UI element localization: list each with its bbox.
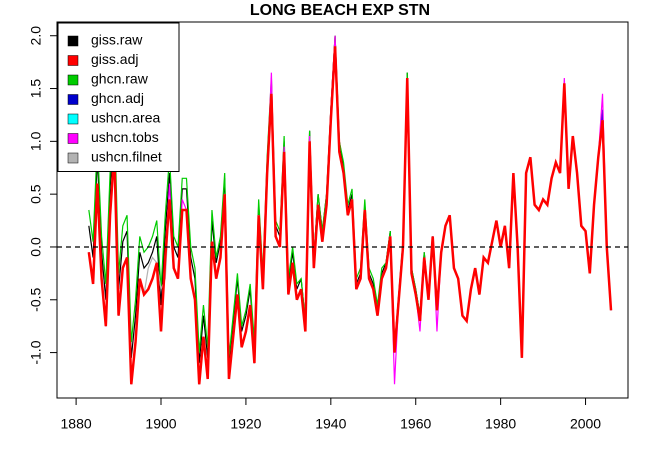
legend-label: giss.raw — [91, 32, 143, 48]
x-tick-label: 2000 — [570, 416, 601, 432]
x-tick-label: 1940 — [315, 416, 346, 432]
legend-label: ushcn.tobs — [91, 129, 159, 145]
legend: giss.raw giss.adj ghcn.raw ghcn.adj ushcn.ar… — [57, 22, 180, 172]
x-tick-label: 1880 — [61, 416, 92, 432]
y-tick-label: 1.0 — [28, 131, 44, 151]
legend-swatch — [67, 55, 79, 66]
x-tick-label: 1920 — [230, 416, 261, 432]
series-line — [87, 46, 613, 385]
legend-swatch — [67, 113, 79, 125]
legend-swatch — [67, 74, 79, 86]
legend-label: ghcn.adj — [91, 90, 144, 106]
y-tick-label: 1.5 — [28, 79, 44, 99]
legend-label: ushcn.filnet — [91, 149, 162, 165]
y-tick-label: 0.0 — [28, 237, 44, 257]
y-tick-label: -0.5 — [28, 287, 44, 311]
y-tick-label: -1.0 — [28, 340, 44, 364]
legend-swatch — [67, 133, 79, 144]
x-tick-label: 1980 — [485, 416, 516, 432]
legend-label: giss.adj — [91, 51, 138, 67]
y-tick-label: 0.5 — [28, 184, 44, 204]
legend-swatch — [67, 94, 79, 105]
y-tick-label: 2.0 — [28, 26, 44, 46]
chart-title: LONG BEACH EXP STN — [250, 2, 430, 19]
legend-label: ghcn.raw — [91, 71, 149, 87]
legend-swatch — [67, 152, 79, 164]
plot-frame — [56, 21, 629, 399]
legend-label: ushcn.area — [91, 110, 160, 126]
x-tick-label: 1900 — [145, 416, 176, 432]
x-tick-label: 1960 — [400, 416, 431, 432]
legend-swatch — [67, 35, 79, 47]
